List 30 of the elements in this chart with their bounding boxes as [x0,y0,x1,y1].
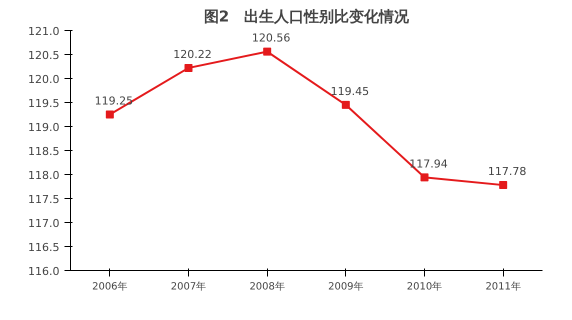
data-label: 117.78 [488,165,526,178]
data-label: 119.45 [330,84,370,98]
y-tick-label: 117.5 [28,193,60,206]
y-tick-label: 119.0 [28,121,60,134]
data-label: 117.94 [409,157,448,170]
point [184,64,192,72]
y-tick-label: 121.0 [28,25,60,38]
y-tick-label: 116.0 [28,265,60,278]
point [263,48,272,56]
x-tick-label: 2006年 [92,280,128,292]
chart-title: 图2 出生人口性别比变化情况 [204,8,410,26]
y-tick-label: 120.0 [28,73,60,86]
x-tick-label: 2009年 [328,280,364,292]
data-label: 120.22 [173,48,212,61]
x-tick-label: 2007年 [170,280,206,292]
data-label: 119.25 [94,94,134,108]
y-tick-label: 118.5 [28,145,60,158]
point [342,100,350,109]
data-label: 120.56 [252,32,290,45]
point [499,181,508,190]
point [420,173,428,182]
x-tick-label: 2011年 [485,280,521,292]
y-tick-label: 117.0 [28,217,60,230]
x-tick-label: 2010年 [406,280,442,292]
point [106,110,114,118]
y-tick-label: 119.5 [28,97,60,110]
y-tick-label: 116.5 [28,241,60,254]
x-tick-label: 2008年 [249,280,285,292]
y-tick-label: 120.5 [28,49,60,62]
y-tick-label: 118.0 [28,169,60,182]
